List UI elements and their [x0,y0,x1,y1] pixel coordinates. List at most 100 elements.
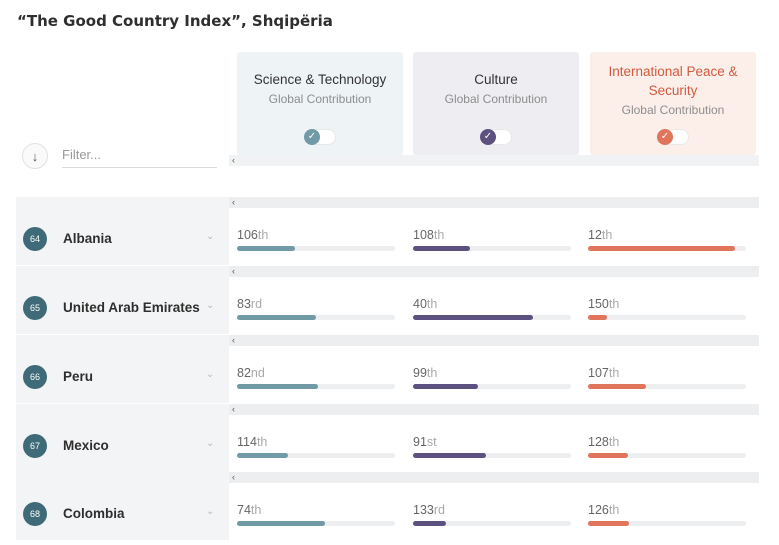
progress-track [588,246,746,251]
progress-track [413,384,571,389]
progress-fill [237,384,318,389]
chevron-down-icon[interactable]: ⌄ [206,438,215,449]
progress-fill [588,384,647,389]
rank-value: 133rd [413,503,571,517]
chevron-down-icon[interactable]: ⌄ [206,231,215,242]
country-name[interactable]: Colombia [63,506,125,521]
rank-suffix: th [608,366,620,380]
category-name: Culture [474,72,518,87]
category-toggle[interactable]: ✓ [304,129,336,145]
table-row[interactable]: 65 United Arab Emirates ⌄ ‹ 83rd 40th 150th [16,266,759,334]
page-title: “The Good Country Index”, Shqipëria [17,12,333,30]
progress-fill [413,384,478,389]
progress-fill [413,246,470,251]
progress-track [413,521,571,526]
progress-fill [237,315,316,320]
progress-track [237,521,395,526]
arrow-down-icon: ↓ [31,148,39,164]
rank-suffix: th [250,503,262,517]
rank-suffix: th [426,366,438,380]
table-row[interactable]: 66 Peru ⌄ ‹ 82nd 99th 107th [16,335,759,403]
header-scroll-left[interactable]: ‹ [229,155,759,166]
progress-fill [237,521,326,526]
progress-track [588,315,746,320]
progress-fill [588,246,735,251]
rank-suffix: th [256,435,268,449]
rank-value: 82nd [237,366,395,380]
row-values: 74th 133rd 126th [229,483,759,540]
category-header-2[interactable]: International Peace & Security Global Con… [590,52,756,155]
row-values: 82nd 99th 107th [229,346,759,403]
category-name: Science & Technology [253,72,387,87]
table-row[interactable]: 64 Albania ⌄ ‹ 106th 108th 12th [16,197,759,265]
category-toggle[interactable]: ✓ [480,129,512,145]
rank-value: 128th [588,435,746,449]
rank-value: 108th [413,228,571,242]
value-cell: 126th [588,503,746,526]
country-name[interactable]: United Arab Emirates [63,300,200,315]
rank-value: 74th [237,503,395,517]
filter-input[interactable] [62,141,217,168]
rank-suffix: th [608,503,620,517]
country-name[interactable]: Albania [63,231,112,246]
rank-badge: 66 [23,365,47,389]
rank-suffix: th [433,228,445,242]
rank-number: 128 [588,435,609,449]
progress-fill [413,453,486,458]
country-name[interactable]: Mexico [63,438,109,453]
check-icon: ✓ [480,129,496,145]
progress-track [237,246,395,251]
progress-track [237,453,395,458]
category-subtitle: Global Contribution [444,92,548,106]
chevron-down-icon[interactable]: ⌄ [206,300,215,311]
progress-fill [588,453,628,458]
chevron-down-icon[interactable]: ⌄ [206,369,215,380]
category-header-0[interactable]: Science & Technology Global Contribution ✓ [237,52,403,155]
value-cell: 133rd [413,503,571,526]
country-name[interactable]: Peru [63,369,94,384]
category-header-1[interactable]: Culture Global Contribution ✓ [413,52,579,155]
value-cell: 83rd [237,297,395,320]
category-toggle[interactable]: ✓ [657,129,689,145]
category-subtitle: Global Contribution [268,92,372,106]
rank-suffix: th [608,297,620,311]
value-cell: 128th [588,435,746,458]
rank-value: 114th [237,435,395,449]
category-subtitle: Global Contribution [621,103,725,117]
row-scroll-left[interactable]: ‹ [229,335,759,346]
table-row[interactable]: 67 Mexico ⌄ ‹ 114th 91st 128th [16,404,759,472]
value-cell: 91st [413,435,571,458]
row-scroll-left[interactable]: ‹ [229,404,759,415]
row-scroll-left[interactable]: ‹ [229,266,759,277]
progress-track [413,453,571,458]
rank-number: 40 [413,297,427,311]
rank-number: 107 [588,366,609,380]
rank-value: 106th [237,228,395,242]
value-cell: 82nd [237,366,395,389]
rank-suffix: rd [250,297,263,311]
chevron-down-icon[interactable]: ⌄ [206,506,215,517]
progress-fill [413,315,534,320]
row-values: 106th 108th 12th [229,208,759,265]
value-cell: 107th [588,366,746,389]
rank-value: 99th [413,366,571,380]
row-scroll-left[interactable]: ‹ [229,197,759,208]
rank-value: 40th [413,297,571,311]
value-cell: 114th [237,435,395,458]
rank-number: 99 [413,366,427,380]
progress-track [413,315,571,320]
progress-fill [588,315,607,320]
category-name: International Peace & Security [608,64,738,98]
value-cell: 74th [237,503,395,526]
rank-number: 106 [237,228,258,242]
rank-value: 12th [588,228,746,242]
rank-badge: 64 [23,227,47,251]
progress-track [588,453,746,458]
row-scroll-left[interactable]: ‹ [229,472,759,483]
rank-number: 74 [237,503,251,517]
value-cell: 40th [413,297,571,320]
value-cell: 12th [588,228,746,251]
table-row[interactable]: 68 Colombia ⌄ ‹ 74th 133rd 126th [16,472,759,540]
progress-fill [237,246,296,251]
sort-button[interactable]: ↓ [22,143,48,169]
